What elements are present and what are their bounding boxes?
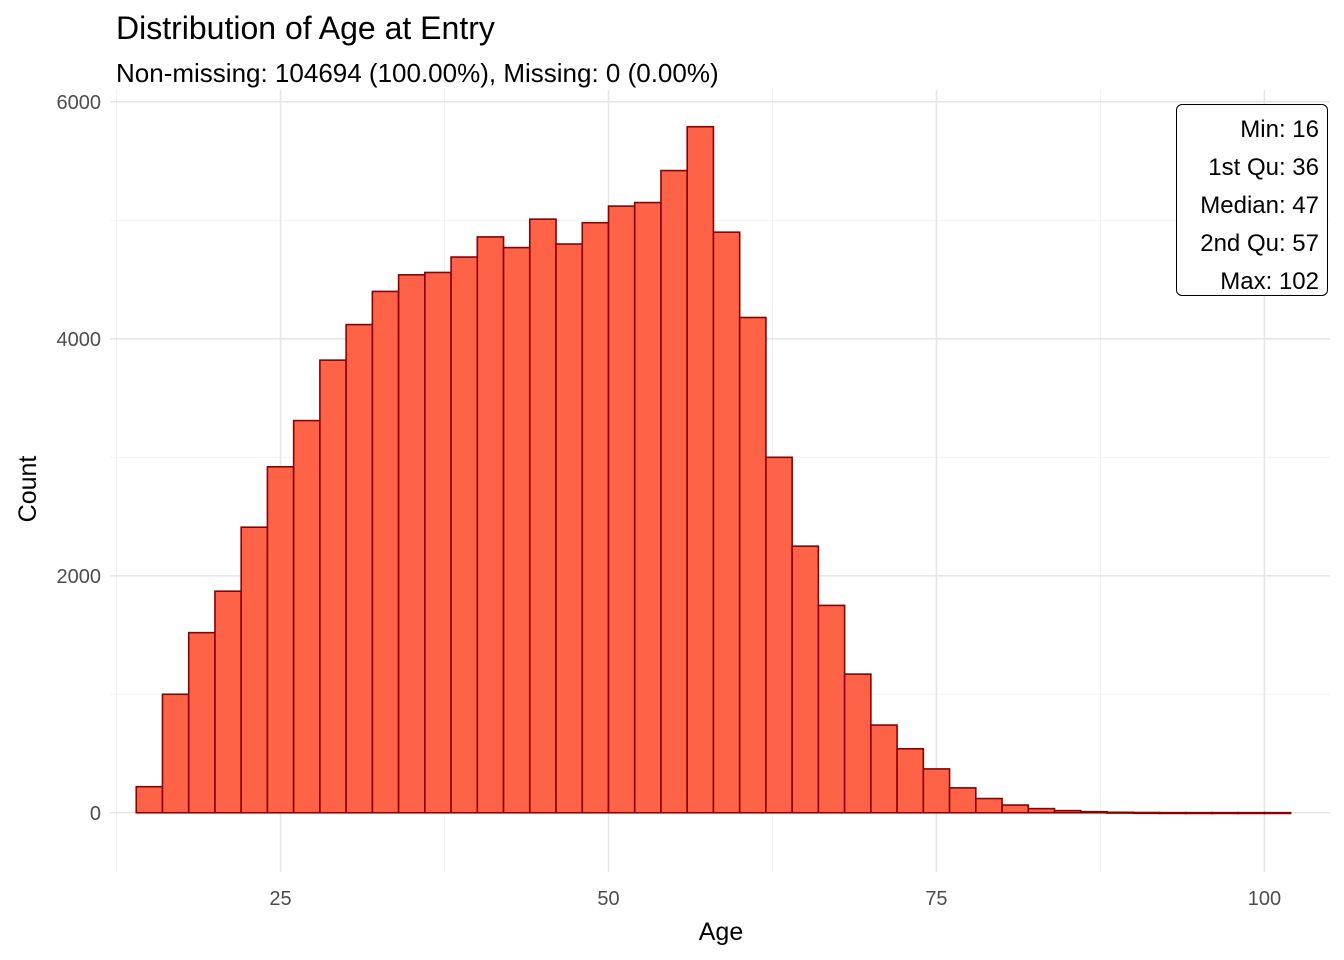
histogram-bar bbox=[1053, 809, 1082, 814]
histogram-bar bbox=[686, 125, 715, 814]
x-tick-label: 50 bbox=[597, 888, 619, 910]
histogram-bar bbox=[476, 236, 505, 814]
summary-stats-box: Min: 16 1st Qu: 36 Median: 47 2nd Qu: 57… bbox=[1176, 104, 1328, 296]
histogram-bar bbox=[345, 323, 374, 814]
histogram-bar bbox=[502, 246, 531, 814]
x-tick-label: 75 bbox=[925, 888, 947, 910]
histogram-bar bbox=[870, 724, 898, 814]
histogram-bar bbox=[214, 590, 242, 814]
histogram-bar bbox=[292, 419, 321, 814]
histogram-bar bbox=[424, 271, 452, 814]
stat-first-quartile: 1st Qu: 36 bbox=[1208, 154, 1319, 181]
histogram-bar bbox=[1001, 804, 1030, 814]
stat-median: Median: 47 bbox=[1200, 192, 1319, 219]
histogram-bar bbox=[843, 673, 872, 814]
histogram-bar bbox=[1027, 807, 1056, 814]
histogram-bar bbox=[633, 201, 662, 814]
chart-subtitle: Non-missing: 104694 (100.00%), Missing: … bbox=[116, 58, 719, 88]
histogram-bar bbox=[607, 205, 636, 814]
histogram-bar bbox=[738, 316, 767, 814]
histogram-bar bbox=[765, 456, 793, 814]
histogram-bar bbox=[1079, 810, 1108, 814]
histogram-bars bbox=[135, 125, 1292, 815]
histogram-bar bbox=[975, 797, 1003, 814]
histogram-bar bbox=[161, 693, 190, 814]
histogram-bar bbox=[266, 465, 295, 814]
histogram-bar bbox=[135, 785, 164, 814]
histogram-bar bbox=[791, 545, 820, 814]
y-tick-label: 4000 bbox=[57, 329, 102, 351]
histogram-bar bbox=[817, 604, 846, 814]
x-tick-label: 25 bbox=[269, 888, 291, 910]
histogram-bar bbox=[1106, 811, 1135, 814]
histogram-bar bbox=[922, 768, 951, 814]
y-axis-title: Count bbox=[14, 456, 42, 523]
stat-min: Min: 16 bbox=[1240, 116, 1319, 143]
histogram-bar bbox=[240, 526, 269, 814]
histogram-bar bbox=[1132, 811, 1161, 815]
stat-max: Max: 102 bbox=[1220, 268, 1319, 295]
histogram-bar bbox=[1263, 811, 1292, 815]
y-tick-label: 6000 bbox=[57, 92, 102, 114]
histogram-bar bbox=[712, 231, 741, 814]
histogram-bar bbox=[1158, 811, 1187, 815]
histogram-bar bbox=[896, 747, 925, 814]
histogram-bar bbox=[948, 787, 977, 814]
x-axis-title: Age bbox=[699, 918, 743, 946]
stat-second-quartile: 2nd Qu: 57 bbox=[1200, 230, 1319, 257]
histogram-bar bbox=[1237, 811, 1266, 815]
y-tick-label: 2000 bbox=[57, 566, 102, 588]
histogram-bar bbox=[555, 243, 584, 814]
histogram-bar bbox=[1184, 811, 1213, 815]
x-tick-label: 100 bbox=[1248, 888, 1281, 910]
histogram-bar bbox=[660, 169, 689, 814]
axis-tick-labels: 25 50 75 100 0 2000 4000 6000 bbox=[57, 92, 1282, 910]
histogram-bar bbox=[187, 631, 216, 814]
histogram-bar bbox=[528, 218, 557, 814]
chart-title: Distribution of Age at Entry bbox=[116, 10, 495, 46]
y-tick-label: 0 bbox=[90, 803, 101, 825]
histogram-bar bbox=[371, 290, 400, 814]
histogram-bar bbox=[581, 221, 610, 814]
histogram-bar bbox=[397, 274, 426, 814]
histogram-bar bbox=[450, 256, 479, 814]
histogram-bar bbox=[1211, 811, 1239, 815]
histogram-bar bbox=[319, 359, 347, 814]
